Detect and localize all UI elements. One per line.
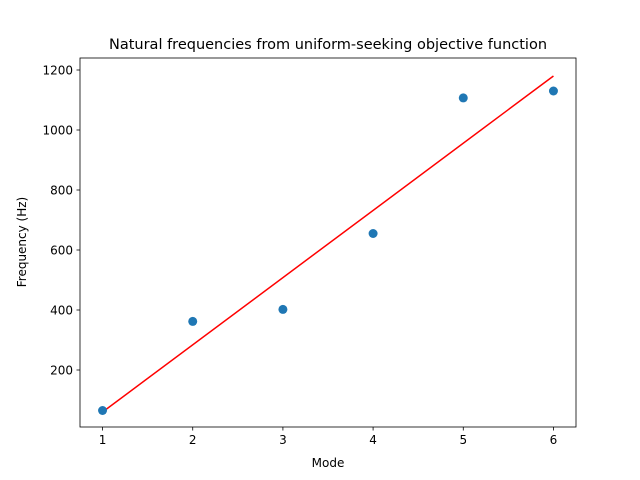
x-tick-label: 4 (369, 433, 377, 447)
y-tick-label: 600 (50, 243, 73, 257)
y-tick-label: 800 (50, 183, 73, 197)
fit-line (102, 75, 554, 413)
y-tick-label: 1000 (42, 123, 73, 137)
y-axis-label: Frequency (Hz) (15, 197, 29, 288)
x-tick-label: 3 (279, 433, 287, 447)
x-tick-label: 5 (459, 433, 467, 447)
data-point (368, 229, 378, 238)
data-point (98, 406, 108, 415)
y-tick-label: 400 (50, 303, 73, 317)
y-tick-label: 200 (50, 363, 73, 377)
y-tick-label: 1200 (42, 63, 73, 77)
data-point (458, 93, 468, 103)
x-tick-label: 1 (99, 433, 107, 447)
x-axis-label: Mode (312, 456, 345, 470)
axes-frame (79, 57, 577, 428)
x-tick-label: 6 (550, 433, 558, 447)
plot-layer: 1 2 3 4 5 6 200 400 600 800 1000 1200 (42, 57, 577, 447)
data-point (548, 86, 558, 96)
chart-title: Natural frequencies from uniform-seeking… (109, 37, 547, 53)
data-point (188, 316, 198, 326)
data-point (278, 304, 288, 314)
x-tick-label: 2 (189, 433, 197, 447)
